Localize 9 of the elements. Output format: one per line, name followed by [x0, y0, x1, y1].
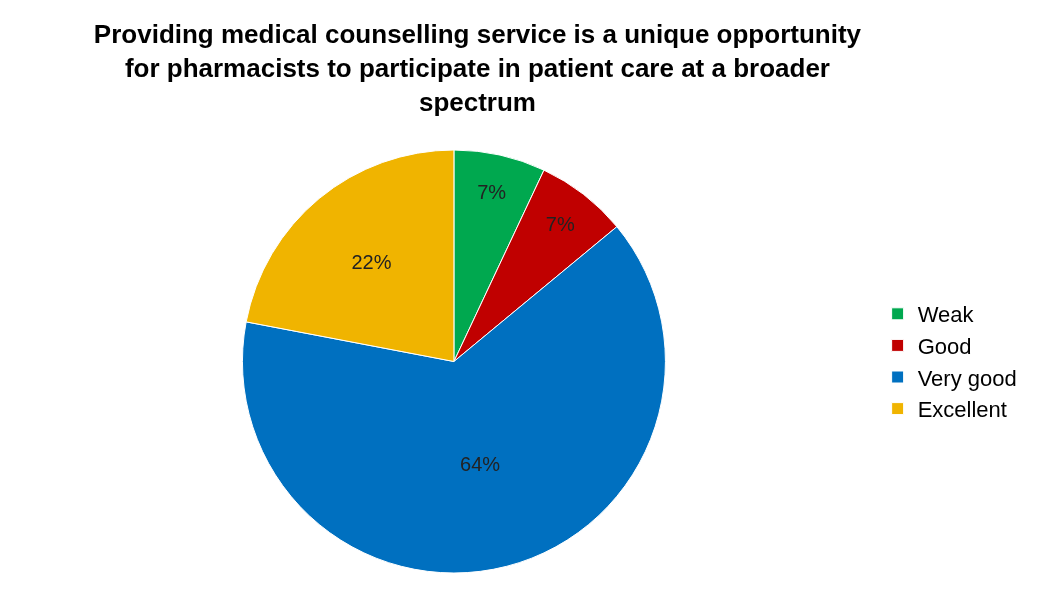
- data-label: 64%: [460, 452, 501, 475]
- legend-label: Very good: [917, 365, 1017, 391]
- legend-label: Good: [917, 333, 972, 359]
- chart-title: Providing medical counselling service is a unique opportunity for pharmacists to participate in patient care at a broader spectrum: [93, 18, 862, 117]
- legend-label: Weak: [917, 302, 975, 328]
- data-label: 22%: [351, 250, 392, 273]
- legend-label: Excellent: [917, 397, 1007, 423]
- data-label: 7%: [477, 181, 507, 204]
- data-label: 7%: [545, 213, 575, 236]
